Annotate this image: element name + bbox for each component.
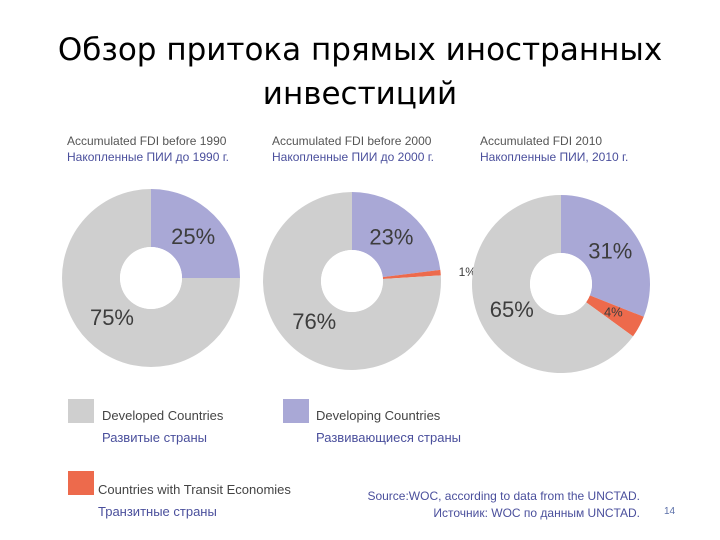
donut-charts: 25% 75% 23% 1% 76% 31% 4% 65% [62,189,650,373]
legend-swatch-developed [68,399,94,423]
slice-label-chart-3-2: 4% [604,305,623,320]
legend-developing: Developing Countries Развивающиеся стран… [316,405,461,449]
chart-3-title: Accumulated FDI 2010 Накопленные ПИИ, 20… [480,133,628,165]
donut-hole-chart-3 [530,253,592,315]
donut-hole-chart-2 [321,250,383,312]
donut-chart-1: 25% 75% [62,189,240,367]
title-line-1: Обзор притока прямых иностранных [57,32,663,68]
legend-transit-en: Countries with Transit Economies [98,482,291,497]
source-en: Source:WOC, according to data from the U… [367,489,640,503]
chart-2-title-en: Accumulated FDI before 2000 [272,134,432,148]
source-ru: Источник: WOC по данным UNCTAD. [433,506,640,520]
chart-2-title-ru: Накопленные ПИИ до 2000 г. [272,150,434,164]
slice-developed-countries-chart-2 [263,192,441,370]
chart-1-title-ru: Накопленные ПИИ до 1990 г. [67,150,229,164]
slide-title: Обзор притока прямых иностранных инвести… [40,28,680,116]
legend-transit-ru: Транзитные страны [98,504,217,519]
legend-transit: Countries with Transit Economies Транзит… [98,479,291,523]
slice-countries-with-transit-economies-chart-2 [382,269,441,280]
slice-label-chart-2-2: 1% [459,265,477,279]
legend-developed-ru: Развитые страны [102,430,208,445]
donut-chart-2: 23% 1% 76% [263,192,476,370]
slice-developing-countries-chart-1 [151,189,240,278]
chart-2-title: Accumulated FDI before 2000 Накопленные … [272,133,434,165]
chart-3-title-ru: Накопленные ПИИ, 2010 г. [480,150,629,164]
donut-hole-chart-1 [120,247,182,309]
slice-developing-countries-chart-3 [561,195,650,317]
legend-swatch-transit [68,471,94,495]
slice-label-chart-2-1: 23% [369,224,413,249]
title-line-2: инвестиций [262,76,458,112]
slice-developed-countries-chart-3 [471,195,634,373]
slice-label-chart-3-3: 65% [490,297,534,322]
legend-developed: Developed Countries Развитые страны [102,405,223,449]
slice-label-chart-1-1: 25% [171,224,215,249]
slice-developing-countries-chart-2 [352,192,441,278]
slice-label-chart-2-3: 76% [292,309,336,334]
slice-label-chart-3-1: 31% [588,238,632,263]
legend-swatch-developing [283,399,309,423]
slice-countries-with-transit-economies-chart-3 [586,295,644,337]
legend-developed-en: Developed Countries [102,408,224,423]
donut-chart-3: 31% 4% 65% [471,195,650,373]
slice-developed-countries-chart-1 [62,189,240,367]
chart-1-title: Accumulated FDI before 1990 Накопленные … [67,133,229,165]
legend-developing-en: Developing Countries [316,408,441,423]
page-number: 14 [664,506,676,517]
slice-label-chart-1-2: 75% [90,305,134,330]
source-note: Source:WOC, according to data from the U… [367,488,640,522]
chart-3-title-en: Accumulated FDI 2010 [480,134,603,148]
legend-developing-ru: Развивающиеся страны [316,430,461,445]
chart-1-title-en: Accumulated FDI before 1990 [67,134,227,148]
